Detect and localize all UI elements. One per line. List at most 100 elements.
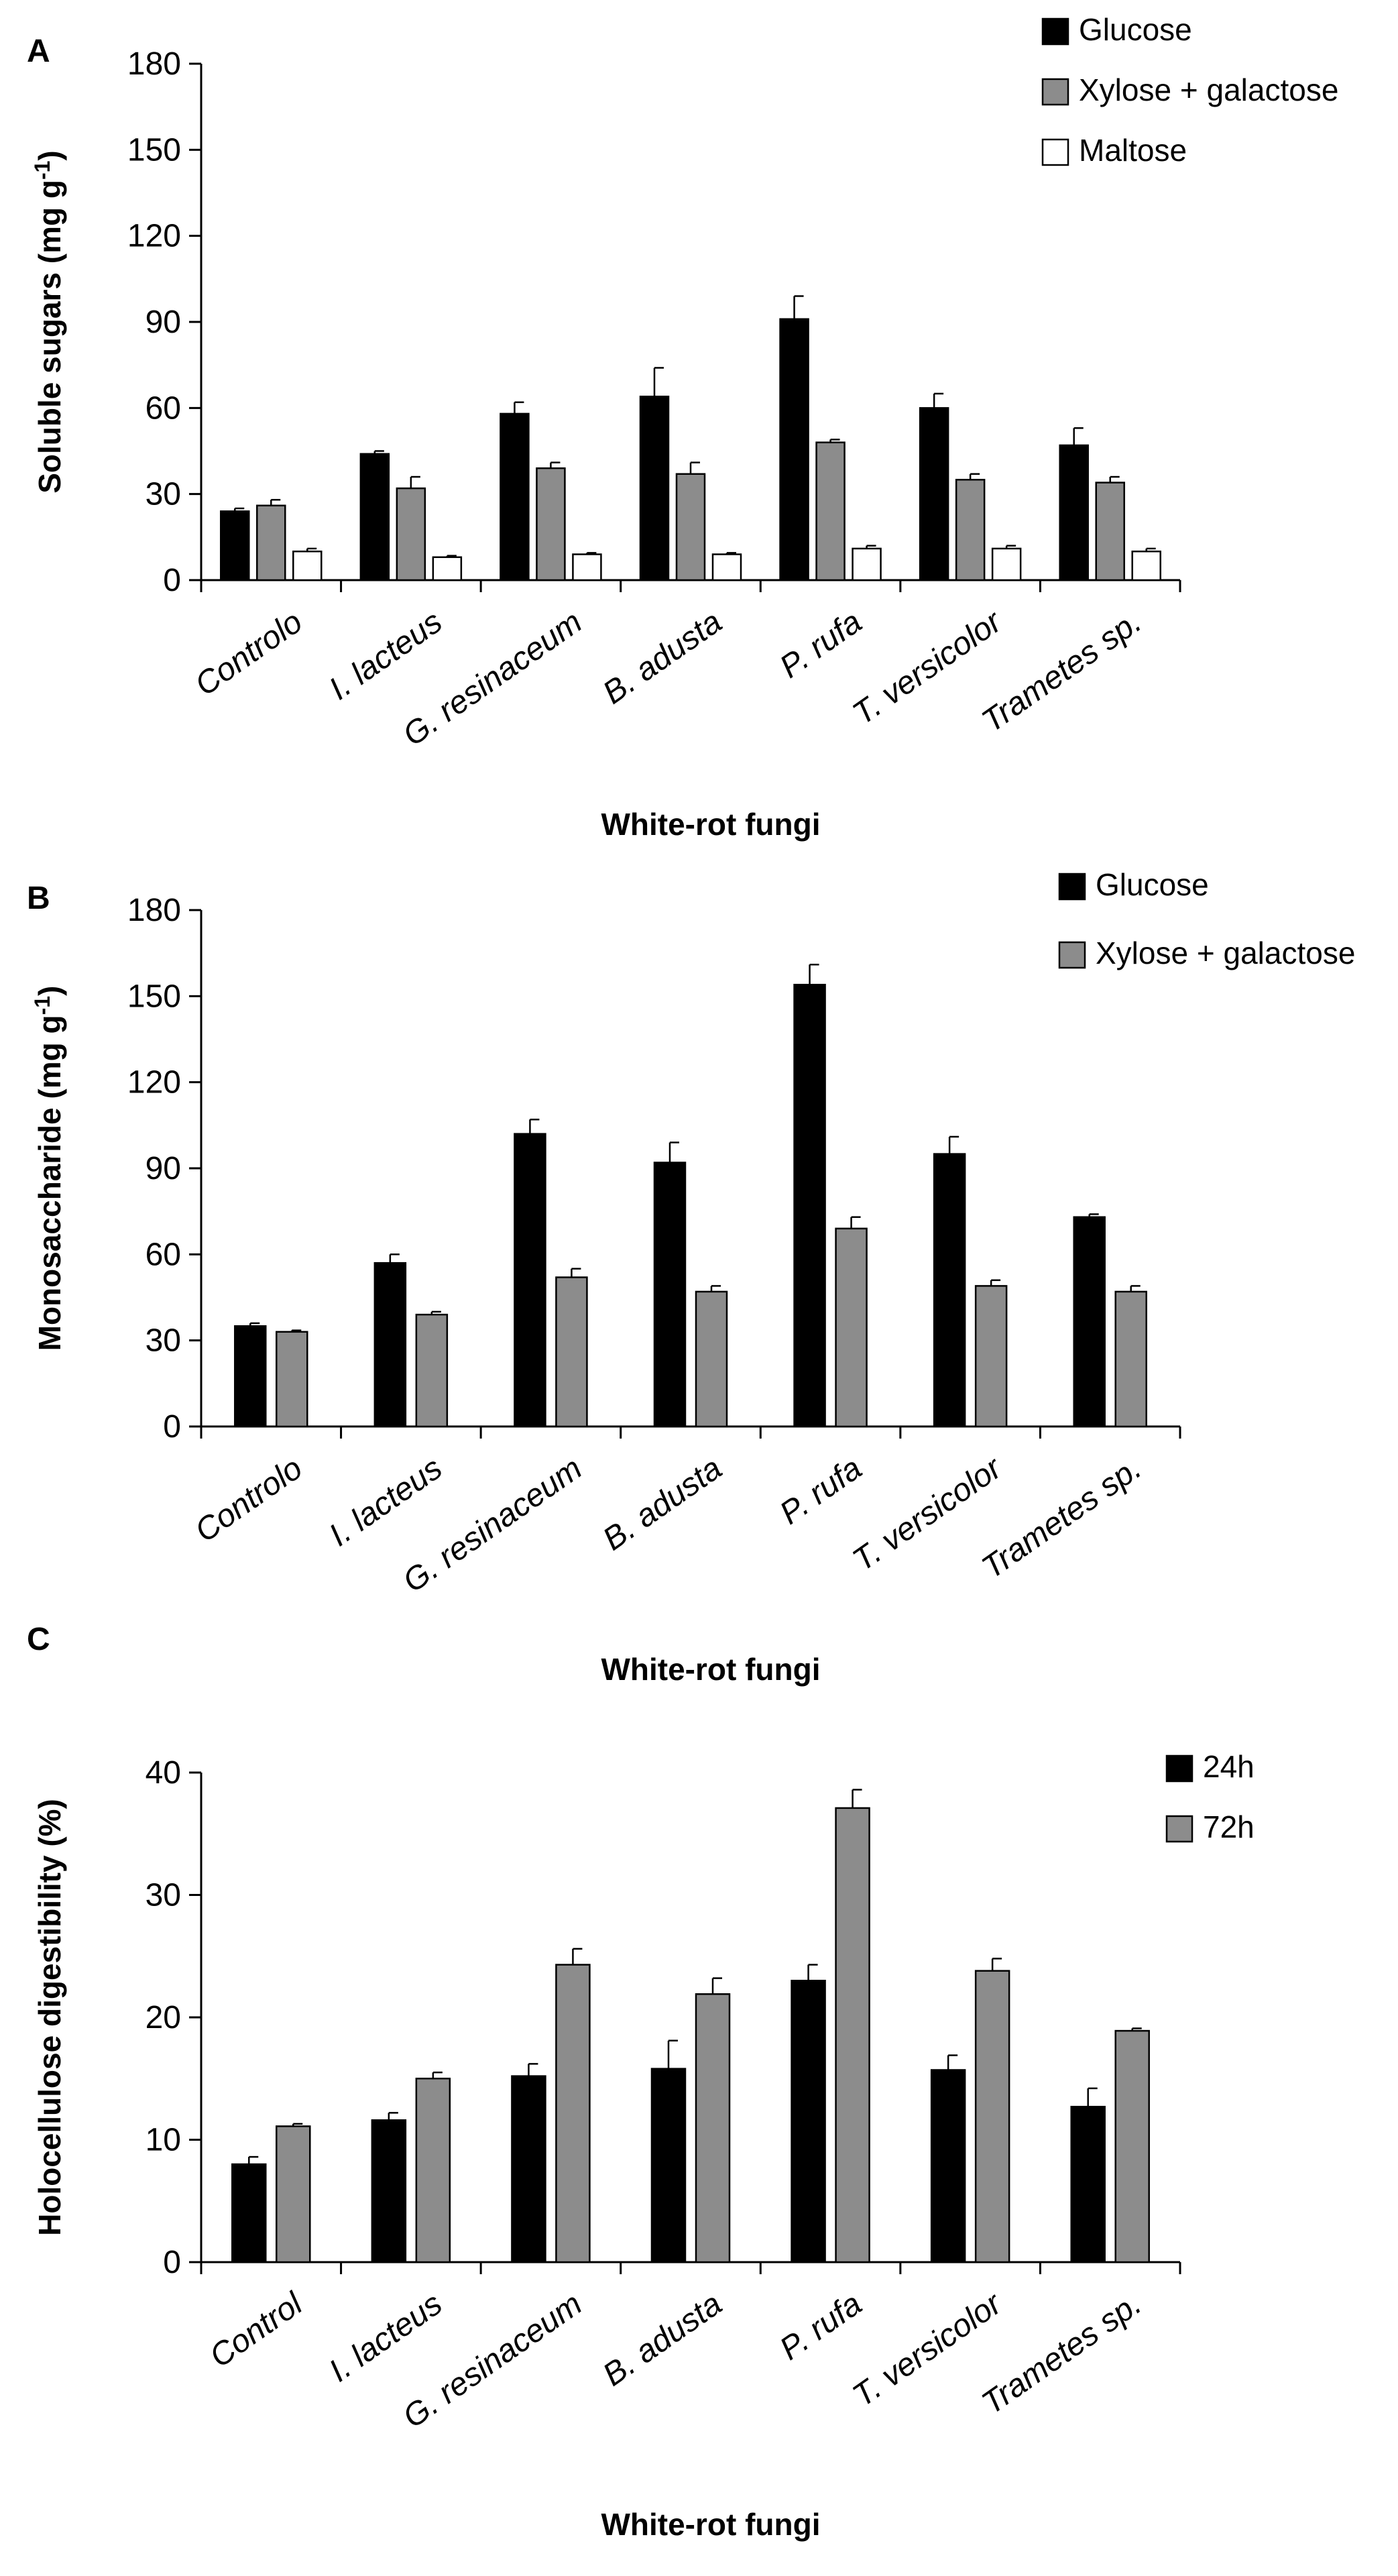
y-tick-label: 90 — [145, 304, 181, 340]
y-tick-label: 60 — [145, 390, 181, 426]
y-axis-title: Monosaccharide (mg g-1) — [30, 986, 67, 1351]
legend: Glucose Xylose + galactose Maltose — [1041, 12, 1338, 168]
y-axis-title: Soluble sugars (mg g-1) — [30, 150, 67, 494]
bar — [292, 550, 323, 581]
bar — [500, 412, 530, 581]
bar — [1095, 482, 1125, 581]
bar — [1114, 2029, 1150, 2263]
bar — [555, 1964, 591, 2263]
bar — [231, 2163, 267, 2263]
bar — [974, 1285, 1008, 1428]
bar — [511, 2075, 546, 2263]
bar — [373, 1262, 407, 1428]
x-tick-label: I. lacteus — [323, 1451, 449, 1554]
legend: 24h 72h — [1165, 1749, 1255, 1844]
legend-swatch — [1165, 1754, 1193, 1783]
legend-label: 72h — [1203, 1809, 1255, 1844]
y-tick-label: 180 — [127, 46, 181, 82]
bar — [1073, 1216, 1106, 1428]
panel-label: B — [27, 881, 50, 916]
bar — [653, 1162, 687, 1428]
legend: Glucose Xylose + galactose — [1058, 867, 1355, 970]
bar — [779, 318, 809, 581]
bar — [1070, 2105, 1106, 2263]
bar — [791, 1980, 826, 2263]
bar — [835, 1227, 868, 1428]
bar — [514, 1133, 546, 1428]
bar — [711, 553, 742, 581]
bar — [256, 504, 286, 581]
bar — [276, 1331, 308, 1428]
panel-label: C — [27, 1622, 50, 1657]
bar — [432, 556, 463, 581]
y-tick-label: 90 — [145, 1151, 181, 1186]
x-axis-title: White-rot fungi — [601, 807, 820, 842]
legend-swatch — [1058, 873, 1086, 901]
y-tick-label: 20 — [145, 2000, 181, 2035]
bar — [933, 1153, 966, 1428]
legend-swatch — [1058, 941, 1086, 969]
bar — [415, 2078, 451, 2263]
bar — [371, 2119, 407, 2263]
x-axis-title: White-rot fungi — [601, 2507, 820, 2542]
legend-swatch — [1165, 1815, 1193, 1843]
x-tick-label: Controlo — [189, 1451, 309, 1549]
legend-swatch — [1041, 78, 1069, 106]
legend-swatch — [1041, 17, 1069, 46]
bar — [555, 1276, 588, 1428]
y-axis-title-superscript: -1 — [30, 996, 54, 1015]
y-axis-title-main: Soluble sugars (mg g — [32, 180, 67, 494]
y-axis-title-end: ) — [32, 986, 67, 996]
legend-label: Xylose + galactose — [1096, 936, 1355, 970]
bar — [695, 1290, 728, 1428]
bar — [955, 479, 986, 581]
bar — [1131, 550, 1161, 581]
x-axis-title: White-rot fungi — [601, 1652, 820, 1687]
x-tick-label: B. adusta — [597, 1451, 729, 1558]
bar — [930, 2069, 966, 2263]
panel-label: A — [27, 34, 50, 69]
legend-label: 24h — [1203, 1749, 1255, 1784]
y-tick-label: 120 — [127, 219, 181, 254]
x-tick-label: P. rufa — [774, 1451, 868, 1532]
bar — [919, 407, 949, 581]
bar — [650, 2068, 687, 2263]
x-tick-label: Controlo — [189, 604, 309, 703]
bar — [1114, 1290, 1147, 1428]
y-tick-label: 150 — [127, 978, 181, 1014]
y-axis-title-main: Holocellulose digestibility (%) — [32, 1799, 67, 2236]
bar — [793, 983, 826, 1428]
x-tick-label: I. lacteus — [323, 604, 449, 708]
y-tick-label: 0 — [163, 563, 181, 598]
bar — [835, 1807, 870, 2263]
bar — [276, 2125, 311, 2263]
y-tick-label: 60 — [145, 1237, 181, 1272]
x-tick-label: P. rufa — [774, 604, 868, 685]
bar — [1059, 444, 1089, 581]
legend-label: Xylose + galactose — [1079, 72, 1338, 107]
bar — [991, 547, 1022, 581]
y-tick-label: 30 — [145, 1878, 181, 1913]
legend-swatch — [1041, 138, 1069, 166]
y-axis-title-superscript: -1 — [30, 161, 54, 180]
x-tick-label: Control — [203, 2286, 309, 2375]
legend-label: Maltose — [1079, 133, 1187, 168]
x-tick-label: P. rufa — [774, 2286, 868, 2367]
bar — [359, 453, 390, 581]
y-tick-label: 30 — [145, 1323, 181, 1359]
bar — [695, 1993, 731, 2263]
legend-label: Glucose — [1096, 867, 1209, 902]
y-tick-label: 10 — [145, 2123, 181, 2158]
y-axis-title-main: Monosaccharide (mg g — [32, 1015, 67, 1351]
y-axis-title: Holocellulose digestibility (%) — [32, 1799, 67, 2236]
bar — [220, 510, 250, 581]
bar — [675, 473, 706, 581]
bar — [815, 441, 846, 581]
y-tick-label: 150 — [127, 132, 181, 168]
legend-label: Glucose — [1079, 12, 1192, 47]
bar — [639, 395, 670, 581]
bar — [852, 547, 882, 581]
y-tick-label: 120 — [127, 1065, 181, 1101]
